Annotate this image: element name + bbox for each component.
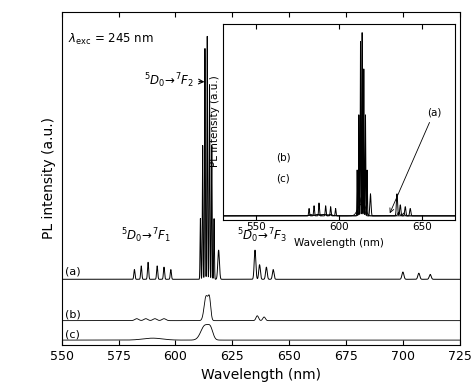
- X-axis label: Wavelength (nm): Wavelength (nm): [201, 368, 321, 382]
- Text: (b): (b): [65, 309, 81, 319]
- X-axis label: Wavelength (nm): Wavelength (nm): [294, 238, 384, 248]
- Text: (b): (b): [276, 153, 291, 163]
- Text: (c): (c): [276, 173, 290, 183]
- Text: $^5D_0\!\rightarrow\!^7F_1$: $^5D_0\!\rightarrow\!^7F_1$: [121, 227, 171, 245]
- Y-axis label: PL intensity (a.u.): PL intensity (a.u.): [42, 117, 56, 240]
- Text: (a): (a): [65, 267, 81, 277]
- Y-axis label: PL intensity (a.u.): PL intensity (a.u.): [210, 76, 220, 167]
- Text: (a): (a): [390, 107, 441, 212]
- Text: $^5D_0\!\rightarrow\!^7F_2$: $^5D_0\!\rightarrow\!^7F_2$: [144, 71, 203, 89]
- Text: $^5D_0\!\rightarrow\!^7F_3$: $^5D_0\!\rightarrow\!^7F_3$: [237, 227, 287, 245]
- Text: (c): (c): [65, 329, 80, 339]
- Text: $\lambda_{\rm exc}$ = 245 nm: $\lambda_{\rm exc}$ = 245 nm: [68, 33, 154, 47]
